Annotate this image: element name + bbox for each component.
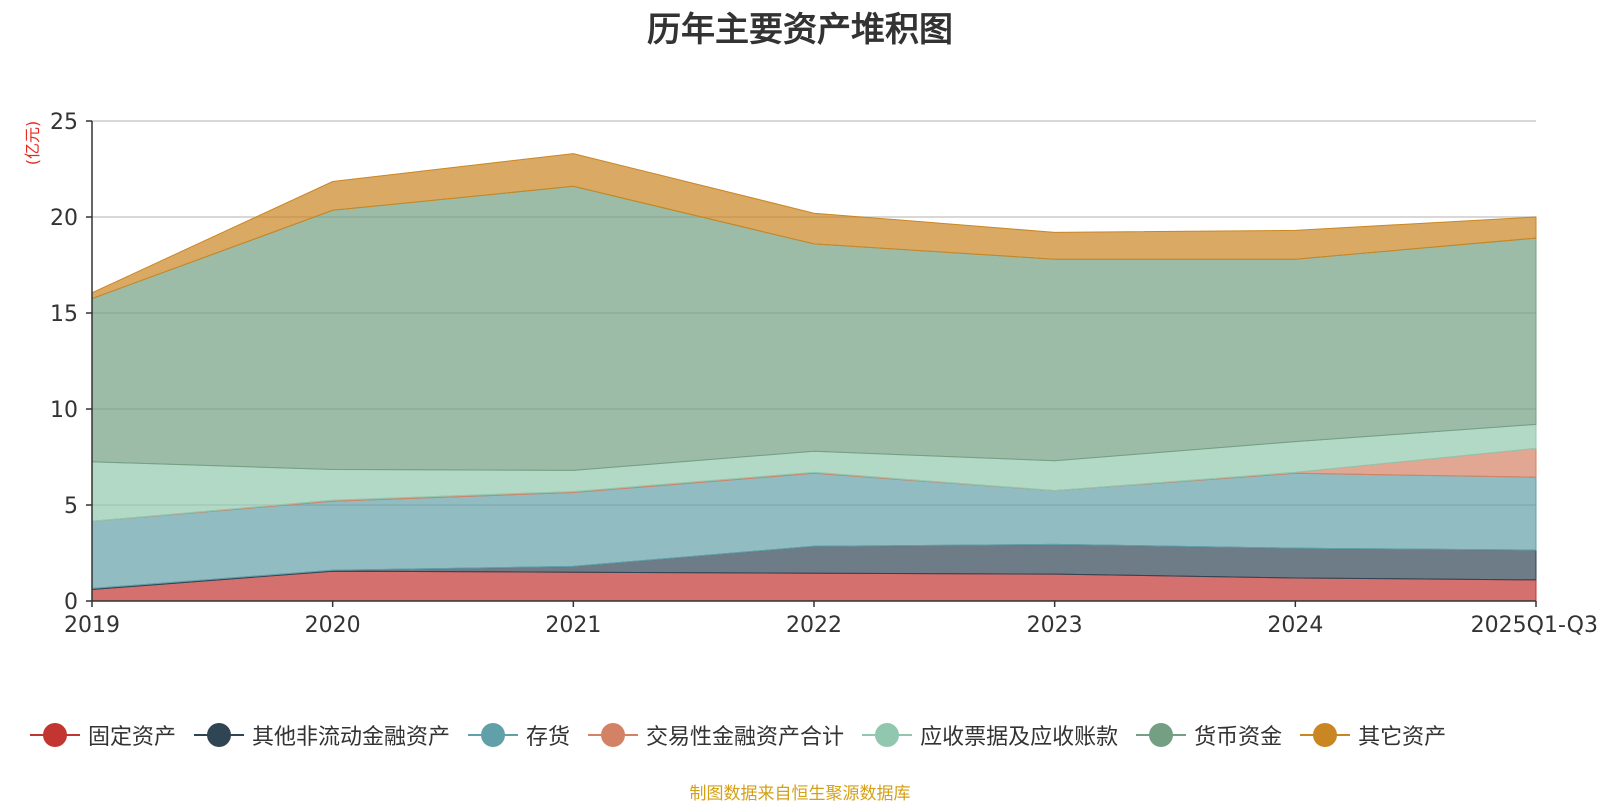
legend-item[interactable]: 其他非流动金融资产 [194, 719, 450, 751]
legend-label: 货币资金 [1194, 725, 1283, 750]
area-series [91, 153, 1537, 602]
legend-marker-icon [468, 722, 519, 748]
y-axis-unit-label: (亿元) [23, 121, 42, 166]
y-tick-label: 5 [64, 494, 78, 519]
chart-title: 历年主要资产堆积图 [647, 10, 953, 50]
legend-item[interactable]: 交易性金融资产合计 [588, 719, 844, 751]
x-tick-label: 2021 [545, 613, 601, 638]
area-6 [91, 153, 1537, 300]
x-tick-label: 2020 [305, 613, 361, 638]
legend-item[interactable]: 货币资金 [1136, 719, 1282, 751]
legend-item[interactable]: 应收票据及应收账款 [862, 719, 1118, 751]
legend-marker-icon [30, 722, 80, 748]
legend-label: 存货 [526, 725, 571, 750]
x-tick-label: 2023 [1027, 613, 1083, 638]
legend: 固定资产 其他非流动金融资产 存货 交易性金融资产合计 应收票据及应收账款 货币资金 其它资… [30, 718, 1464, 752]
source-note: 制图数据来自恒生聚源数据库 [689, 784, 911, 804]
legend-label: 应收票据及应收账款 [920, 725, 1119, 750]
legend-marker-icon [1300, 722, 1351, 748]
x-tick-label: 2024 [1267, 613, 1323, 638]
legend-item[interactable]: 其它资产 [1300, 719, 1446, 751]
x-tick-label: 2019 [64, 613, 120, 638]
legend-label: 交易性金融资产合计 [646, 725, 845, 750]
legend-item[interactable]: 固定资产 [30, 719, 176, 751]
y-tick-label: 10 [50, 398, 78, 423]
legend-item[interactable]: 存货 [468, 719, 570, 751]
legend-marker-icon [862, 722, 913, 748]
legend-marker-icon [588, 722, 639, 748]
stacked-area-chart: 0 5 10 15 20 25 2019 2020 2021 2022 2023 2024 2025Q1… [23, 110, 1598, 638]
legend-label: 固定资产 [88, 725, 177, 750]
legend-label: 其它资产 [1358, 725, 1447, 750]
axes: 0 5 10 15 20 25 2019 2020 2021 2022 2023 2024 2025Q1… [50, 110, 1598, 638]
x-tick-label: 2022 [786, 613, 842, 638]
y-tick-label: 20 [50, 206, 78, 231]
legend-marker-icon [194, 722, 245, 748]
x-tick-label: 2025Q1-Q3 [1471, 613, 1598, 638]
y-tick-label: 15 [50, 302, 78, 327]
y-tick-label: 0 [64, 590, 78, 615]
legend-marker-icon [1136, 722, 1187, 748]
y-tick-label: 25 [50, 110, 78, 135]
legend-label: 其他非流动金融资产 [252, 725, 451, 750]
